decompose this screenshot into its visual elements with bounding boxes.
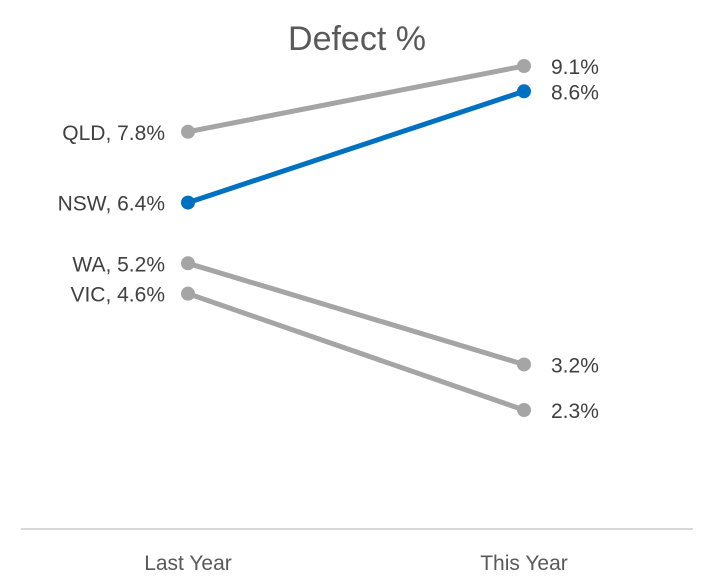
data-label-wa-start: WA, 5.2% (72, 253, 165, 276)
point-wa-start (181, 256, 195, 271)
point-nsw-end (517, 84, 531, 99)
data-label-qld-start: QLD, 7.8% (62, 122, 165, 145)
point-qld-end (517, 59, 531, 73)
series-line-qld (185, 63, 527, 135)
point-vic-end (517, 403, 531, 417)
series-vic: VIC, 4.6% 2.3% (70, 284, 598, 423)
x-axis: Last Year This Year (21, 528, 693, 575)
series-qld: QLD, 7.8% 9.1% (62, 56, 599, 145)
point-wa-end (517, 357, 531, 372)
series-line-vic (185, 291, 527, 413)
data-label-qld-end: 9.1% (551, 56, 599, 79)
series-wa: WA, 5.2% 3.2% (72, 253, 598, 377)
series-nsw: NSW, 6.4% 8.6% (58, 81, 599, 215)
series-line-wa (185, 260, 527, 367)
point-nsw-start (181, 195, 195, 210)
series-layer: QLD, 7.8% 9.1% WA, 5.2% 3.2% VIC, 4.6% 2.3% NS… (58, 56, 599, 423)
point-qld-start (181, 124, 195, 139)
data-label-nsw-end: 8.6% (551, 81, 599, 104)
series-line-nsw (185, 88, 527, 206)
x-tick-label-this-year: This Year (480, 552, 568, 575)
data-label-vic-start: VIC, 4.6% (70, 284, 165, 307)
point-vic-start (181, 286, 195, 301)
data-label-wa-end: 3.2% (551, 354, 599, 377)
data-label-nsw-start: NSW, 6.4% (58, 193, 165, 216)
chart-title: Defect % (288, 20, 426, 58)
data-label-vic-end: 2.3% (551, 400, 599, 423)
x-tick-label-last-year: Last Year (144, 552, 232, 575)
